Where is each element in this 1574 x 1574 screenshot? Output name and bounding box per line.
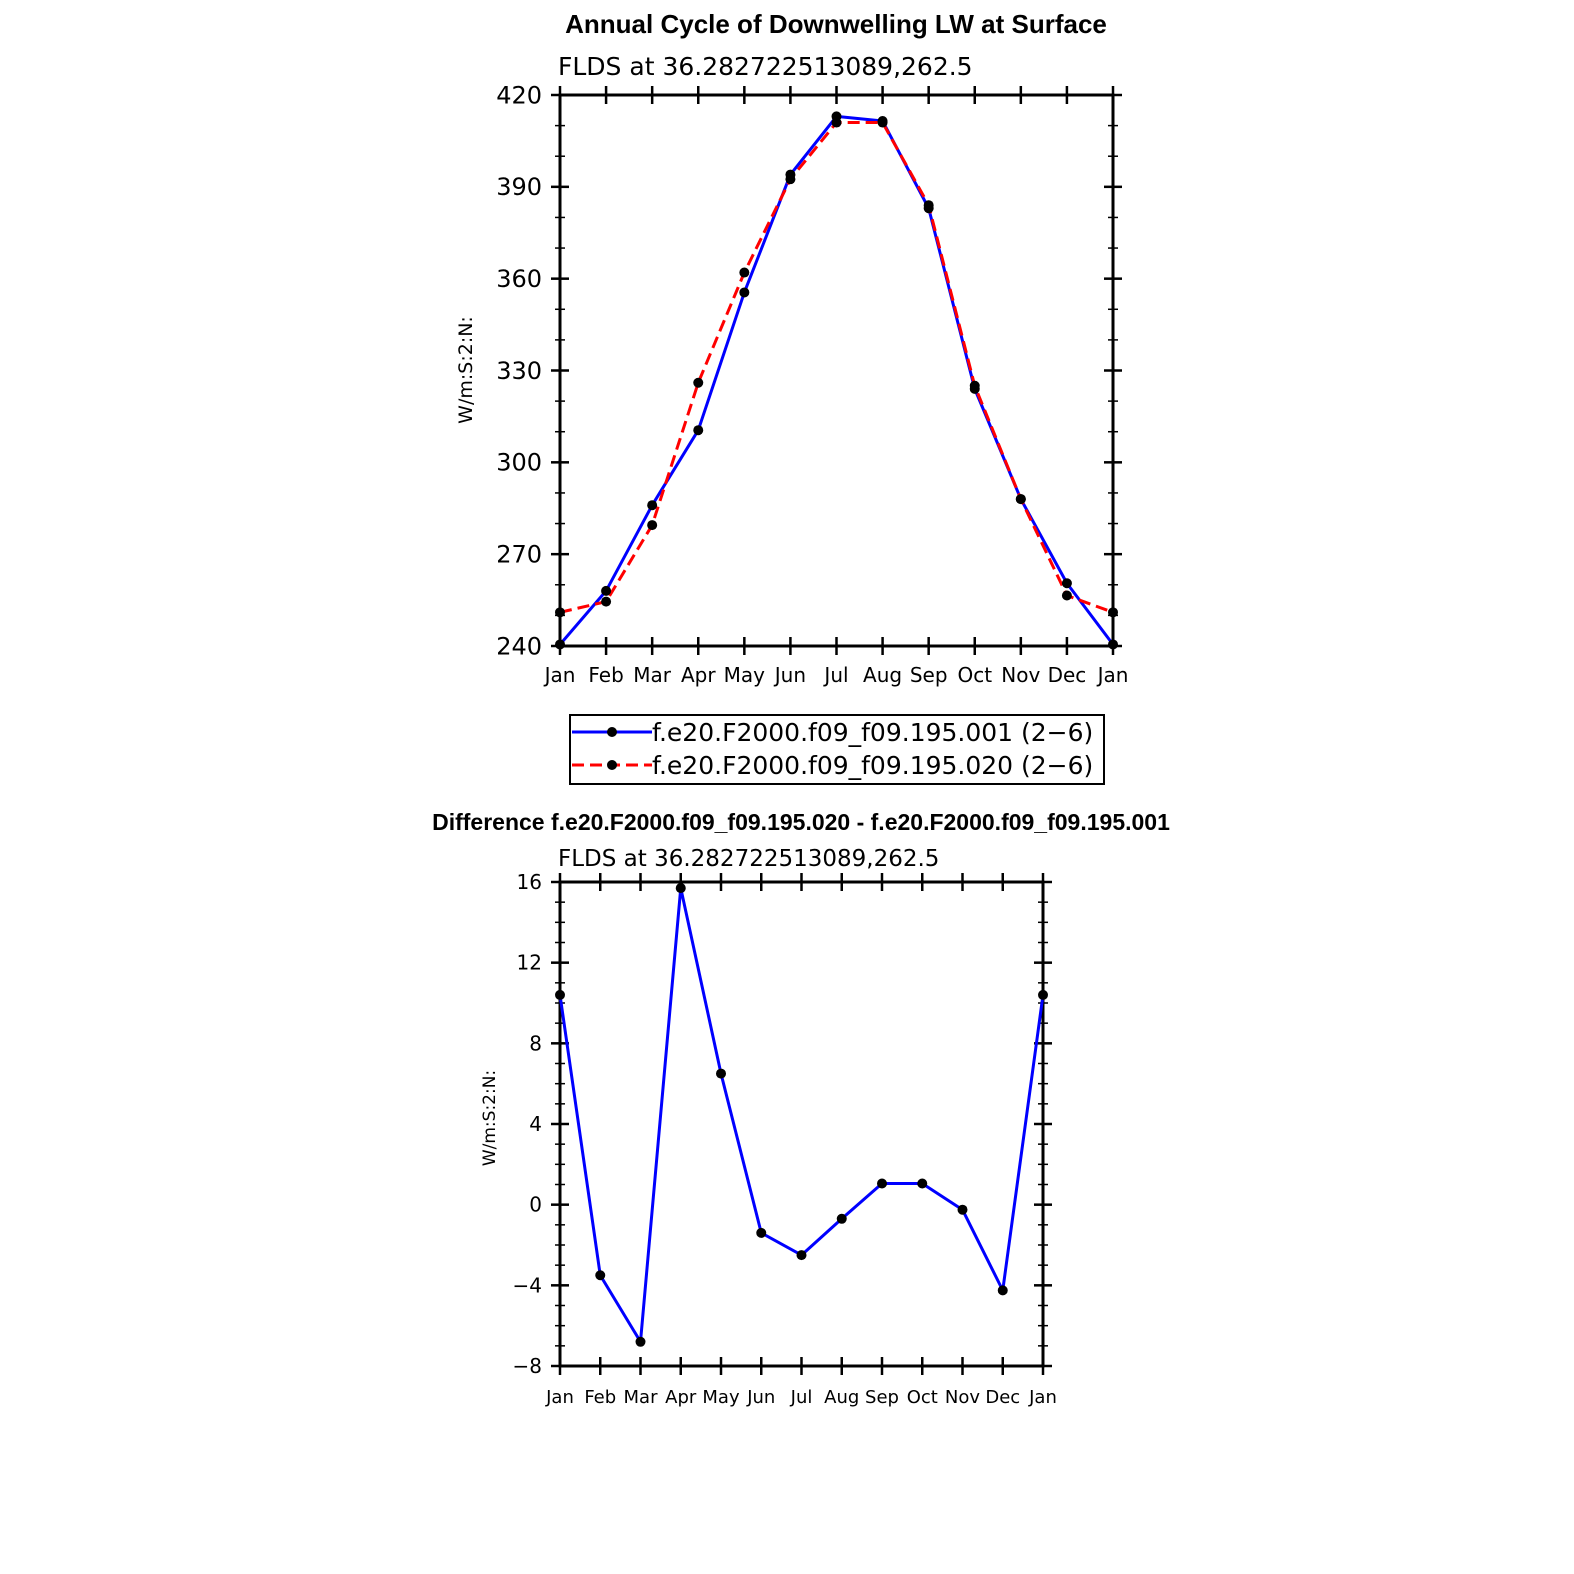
chart1-series-1-point bbox=[1108, 639, 1118, 650]
legend-box bbox=[569, 714, 1105, 785]
chart1-series-2-point bbox=[1015, 494, 1026, 505]
chart2-y-tick-label: 8 bbox=[529, 1031, 542, 1055]
chart2-x-tick-label: Oct bbox=[907, 1387, 938, 1408]
chart2-x-tick-label: May bbox=[702, 1387, 740, 1408]
chart2-x-tick-label: Jul bbox=[790, 1387, 813, 1408]
chart1-series-2-point bbox=[693, 377, 704, 388]
chart2-x-tick-label: Jan bbox=[545, 1387, 574, 1408]
chart1-series-2-point bbox=[785, 174, 796, 185]
chart2-series-1-point bbox=[1038, 989, 1048, 1000]
chart1-series-2-point bbox=[969, 380, 980, 391]
chart1-x-tick-label: Nov bbox=[1001, 663, 1040, 687]
chart2-x-tick-label: Nov bbox=[945, 1387, 980, 1408]
chart1-x-tick-label: Jun bbox=[773, 663, 806, 687]
chart2-series-1-point bbox=[836, 1213, 847, 1224]
chart1-subtitle: FLDS at 36.282722513089,262.5 bbox=[558, 52, 973, 81]
chart2-x-tick-label: Sep bbox=[865, 1387, 899, 1408]
chart1-series-2-point bbox=[555, 607, 565, 618]
chart1-series-1-line bbox=[558, 114, 1115, 646]
chart1-x-tick-label: Jan bbox=[543, 663, 576, 687]
chart1-series-2-point bbox=[647, 520, 658, 531]
chart1-y-tick-label: 390 bbox=[496, 173, 542, 201]
legend-marker-series-1 bbox=[607, 727, 617, 737]
chart1-title: Annual Cycle of Downwelling LW at Surfac… bbox=[565, 9, 1107, 39]
chart2-series-1-point bbox=[877, 1178, 887, 1189]
chart2-x-tick-label: Jan bbox=[1028, 1387, 1057, 1408]
chart2-series-1-point bbox=[796, 1250, 807, 1261]
chart2-y-tick-label: 16 bbox=[517, 870, 542, 894]
chart2-y-tick-label: −8 bbox=[513, 1354, 542, 1378]
chart2-x-tick-label: Mar bbox=[624, 1387, 659, 1408]
chart2-series-1-point bbox=[675, 883, 686, 894]
chart2-series-1-point bbox=[716, 1068, 726, 1079]
chart1-y-tick-label: 360 bbox=[496, 265, 542, 293]
chart1-x-tick-label: May bbox=[724, 663, 766, 687]
chart2-series-1-point bbox=[957, 1204, 968, 1215]
chart2-series-1-point bbox=[997, 1285, 1008, 1296]
chart2-x-tick-label: Jun bbox=[746, 1387, 775, 1408]
chart1-series-2-line bbox=[559, 121, 1114, 614]
legend-label-series-1: f.e20.F2000.f09_f09.195.001 (2−6) bbox=[652, 718, 1093, 747]
chart2-y-tick-label: −4 bbox=[513, 1273, 542, 1297]
chart1-series-1-point bbox=[555, 639, 565, 650]
chart2-x-tick-label: Aug bbox=[824, 1387, 859, 1408]
chart1-series-2-point bbox=[923, 200, 934, 211]
chart1-x-tick-label: Mar bbox=[633, 663, 672, 687]
chart2-series-1-point bbox=[917, 1178, 928, 1189]
chart2-series-1-point bbox=[595, 1270, 606, 1281]
chart1-x-tick-label: Aug bbox=[863, 663, 902, 687]
legend-marker-series-2 bbox=[607, 760, 617, 770]
chart1-series bbox=[555, 111, 1118, 650]
chart2-ylabel: W/m:S:2:N: bbox=[480, 1070, 500, 1166]
chart2-x-tick-label: Feb bbox=[584, 1387, 616, 1408]
chart2-series-1-line bbox=[558, 886, 1045, 1344]
chart1-x-tick-label: Sep bbox=[910, 663, 948, 687]
chart2-plot-frame bbox=[558, 880, 1045, 1368]
chart1-plot-frame bbox=[558, 93, 1115, 648]
chart1-x-tick-label: Oct bbox=[957, 663, 992, 687]
chart1-series-2-point bbox=[877, 117, 888, 128]
chart1-legend: f.e20.F2000.f09_f09.195.001 (2−6) f.e20.… bbox=[569, 714, 1105, 785]
chart2-axes: Jan Feb Mar Apr May Jun Jul Aug Sep Oct Nov Dec Jan−… bbox=[513, 870, 1057, 1408]
chart1-series-2-point bbox=[1108, 607, 1118, 618]
chart1-series-1-point bbox=[739, 287, 750, 298]
chart1-ylabel: W/m:S:2:N: bbox=[455, 316, 477, 424]
chart2-x-tick-label: Dec bbox=[985, 1387, 1020, 1408]
difference-chart: Difference f.e20.F2000.f09_f09.195.020 -… bbox=[432, 809, 1170, 1408]
chart1-x-tick-label: Dec bbox=[1048, 663, 1087, 687]
chart2-series-1-point bbox=[635, 1336, 646, 1347]
chart1-x-tick-label: Jul bbox=[822, 663, 848, 687]
chart1-x-tick-label: Jan bbox=[1096, 663, 1129, 687]
chart1-x-tick-label: Apr bbox=[681, 663, 716, 687]
chart1-x-tick-label: Feb bbox=[588, 663, 623, 687]
chart1-y-tick-label: 420 bbox=[496, 81, 542, 109]
chart2-y-tick-label: 12 bbox=[517, 951, 542, 975]
chart2-x-tick-label: Apr bbox=[665, 1387, 697, 1408]
chart1-series-1-point bbox=[647, 500, 658, 511]
chart1-y-tick-label: 240 bbox=[496, 632, 542, 660]
chart1-series-2-point bbox=[739, 267, 750, 278]
chart1-axes: Jan Feb Mar Apr May Jun Jul Aug Sep Oct Nov Dec Jan2… bbox=[496, 81, 1128, 687]
chart1-series-2-point bbox=[1061, 590, 1072, 601]
annual-cycle-chart: Annual Cycle of Downwelling LW at Surfac… bbox=[455, 9, 1128, 785]
chart2-title: Difference f.e20.F2000.f09_f09.195.020 -… bbox=[432, 809, 1170, 835]
chart1-series-2-point bbox=[601, 596, 612, 607]
chart1-y-tick-label: 270 bbox=[496, 541, 542, 569]
chart2-series bbox=[555, 883, 1048, 1347]
chart2-subtitle: FLDS at 36.282722513089,262.5 bbox=[558, 846, 939, 872]
chart2-y-tick-label: 4 bbox=[529, 1112, 542, 1136]
chart2-y-tick-label: 0 bbox=[529, 1193, 542, 1217]
chart1-y-tick-label: 300 bbox=[496, 449, 542, 477]
chart2-series-1-point bbox=[555, 989, 565, 1000]
chart1-y-tick-label: 330 bbox=[496, 357, 542, 385]
legend-label-series-2: f.e20.F2000.f09_f09.195.020 (2−6) bbox=[652, 751, 1093, 780]
chart1-series-2-point bbox=[831, 117, 842, 128]
chart2-series-1-point bbox=[756, 1227, 767, 1238]
chart1-series-1-point bbox=[1061, 578, 1072, 589]
chart1-series-1-point bbox=[601, 585, 612, 596]
chart1-series-1-point bbox=[693, 425, 704, 436]
